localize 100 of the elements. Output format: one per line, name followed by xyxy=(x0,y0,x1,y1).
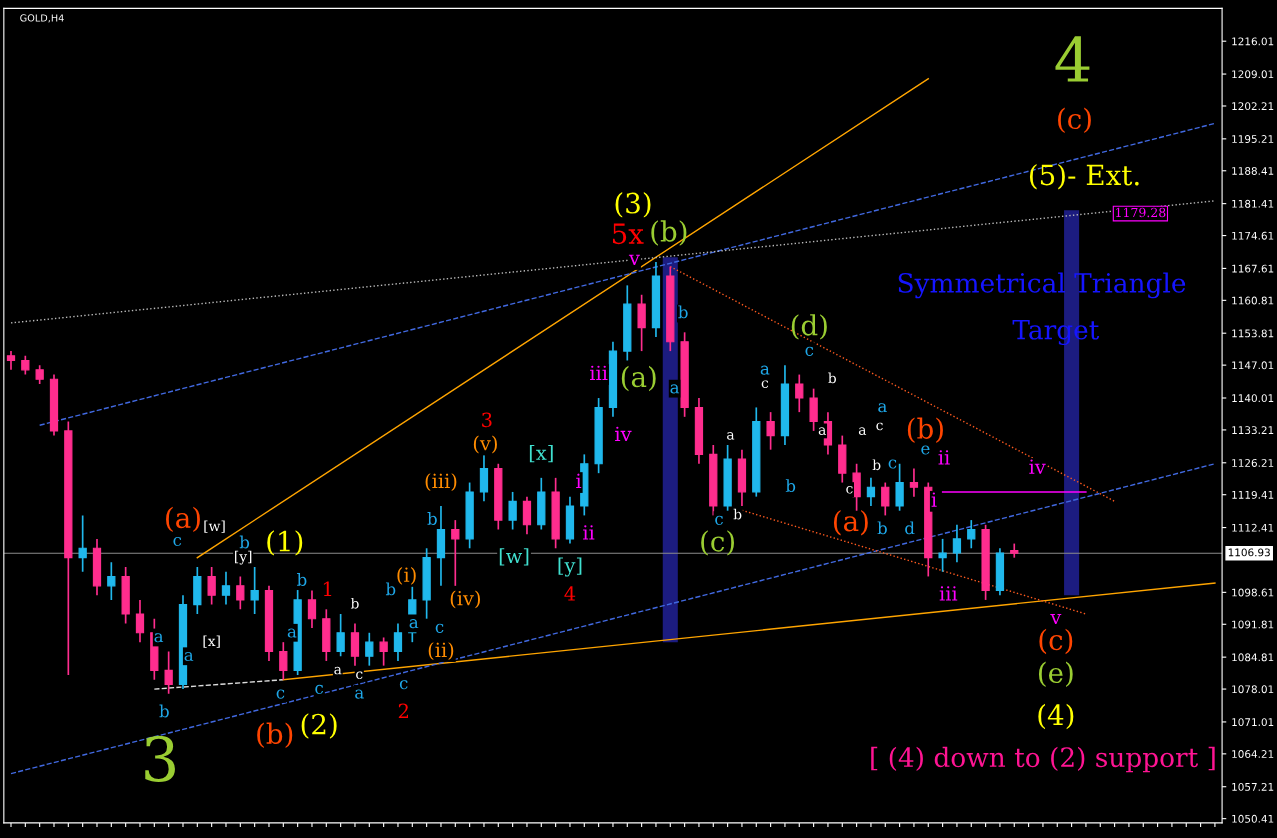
y-tick-label: 1216.01 xyxy=(1232,37,1274,46)
ref-line-label: 1106.93 xyxy=(1228,548,1270,557)
annotation: b xyxy=(427,512,437,525)
annotation: e xyxy=(921,445,930,455)
annotation: iv xyxy=(615,426,632,441)
annotation: c xyxy=(173,536,182,547)
annotation: 3 xyxy=(482,412,492,428)
candlestick xyxy=(35,364,44,385)
text: GOLD,H4 xyxy=(20,14,64,23)
candlestick xyxy=(508,491,517,531)
candlestick xyxy=(279,641,288,681)
annotation: c xyxy=(356,671,363,680)
annotation: (4) xyxy=(1038,703,1074,730)
y-tick-label: 1174.61 xyxy=(1232,231,1274,240)
y-tick-label: 1209.01 xyxy=(1232,70,1274,79)
annotation: 1179.28 xyxy=(1116,207,1166,218)
annotation: ii xyxy=(938,450,950,465)
annotation: b xyxy=(678,305,688,319)
annotation: b xyxy=(385,582,396,596)
candlestick xyxy=(795,373,804,413)
y-tick-label: 1147.01 xyxy=(1232,361,1274,370)
annotation: c xyxy=(805,346,814,356)
candlestick xyxy=(207,566,216,606)
annotation: a xyxy=(858,427,867,435)
candlestick xyxy=(379,636,388,667)
candlestick xyxy=(895,462,904,512)
candlestick xyxy=(479,453,489,503)
annotation: a xyxy=(727,432,735,440)
y-tick-label: 1140.01 xyxy=(1232,394,1274,403)
y-tick-label: 1167.61 xyxy=(1232,264,1274,273)
y-tick-label: 1098.61 xyxy=(1232,588,1274,597)
annotation: a xyxy=(878,403,887,413)
annotation: Target xyxy=(1012,319,1100,346)
y-tick-label: 1112.41 xyxy=(1232,523,1274,532)
annotation: (3) xyxy=(615,192,651,218)
annotation: (2) xyxy=(301,713,337,739)
candlestick xyxy=(522,495,532,536)
candlestick xyxy=(78,514,87,573)
annotation: c xyxy=(315,684,324,694)
annotation: (a) xyxy=(621,365,656,392)
candlestick xyxy=(21,354,30,376)
annotation: iii xyxy=(590,365,608,380)
annotation: [w] xyxy=(204,520,225,533)
candlestick xyxy=(909,467,919,498)
candlestick xyxy=(866,477,876,507)
y-tick-label: 1153.81 xyxy=(1232,329,1274,338)
annotation: c xyxy=(715,515,723,525)
y-tick-label: 1050.41 xyxy=(1232,814,1274,823)
annotation: c xyxy=(399,680,408,690)
annotation: a xyxy=(287,628,297,638)
candlestick xyxy=(967,519,976,550)
annotation: [x] xyxy=(203,635,220,648)
annotation: a xyxy=(334,666,342,675)
candlestick xyxy=(350,622,360,667)
candlestick xyxy=(938,538,947,573)
y-tick-label: 1091.81 xyxy=(1232,620,1274,629)
candlestick xyxy=(766,411,775,451)
candlestick xyxy=(809,387,818,432)
candlestick xyxy=(221,570,231,606)
candlestick xyxy=(365,631,374,667)
annotation: 1 xyxy=(323,581,332,596)
annotation: b xyxy=(785,479,796,493)
annotation: (a) xyxy=(166,506,200,533)
annotation: (1) xyxy=(267,530,303,556)
candlestick xyxy=(451,519,460,587)
candlestick xyxy=(852,462,861,512)
annotation: i xyxy=(576,473,582,488)
candlestick xyxy=(135,599,145,644)
annotation: i xyxy=(931,492,937,507)
annotation: 4 xyxy=(1055,36,1090,82)
annotation: a xyxy=(355,689,364,699)
annotation: b xyxy=(877,521,887,535)
annotation: a xyxy=(760,365,770,375)
y-tick-label: 1181.41 xyxy=(1232,199,1274,208)
annotation: c xyxy=(435,623,444,633)
annotation: a xyxy=(184,651,194,662)
annotation: c xyxy=(876,422,883,431)
candlestick xyxy=(952,523,962,564)
annotation: [ (4) down to (2) support ] xyxy=(871,746,1215,773)
annotation: c xyxy=(888,459,897,469)
candlestick xyxy=(307,589,317,629)
annotation: Symmetrical Triangle xyxy=(898,272,1186,299)
candlestick xyxy=(107,561,116,601)
annotation: a xyxy=(409,619,419,629)
annotation: ii xyxy=(583,525,595,540)
annotation: (d) xyxy=(791,314,827,340)
annotation: b xyxy=(733,508,742,520)
y-tick-label: 1188.41 xyxy=(1232,167,1274,175)
y-tick-label: 1071.01 xyxy=(1232,718,1274,727)
annotation: (v) xyxy=(473,435,497,454)
candlestick xyxy=(6,350,16,371)
annotation: v xyxy=(1050,613,1062,625)
y-tick-label: 1057.21 xyxy=(1232,782,1274,791)
annotation: b xyxy=(159,704,169,718)
annotation: (c) xyxy=(1039,628,1073,655)
annotation: d xyxy=(905,521,915,535)
annotation: b xyxy=(350,597,359,609)
y-tick-label: 1195.21 xyxy=(1232,135,1274,143)
candlestick xyxy=(393,622,403,662)
candlestick xyxy=(637,293,646,352)
